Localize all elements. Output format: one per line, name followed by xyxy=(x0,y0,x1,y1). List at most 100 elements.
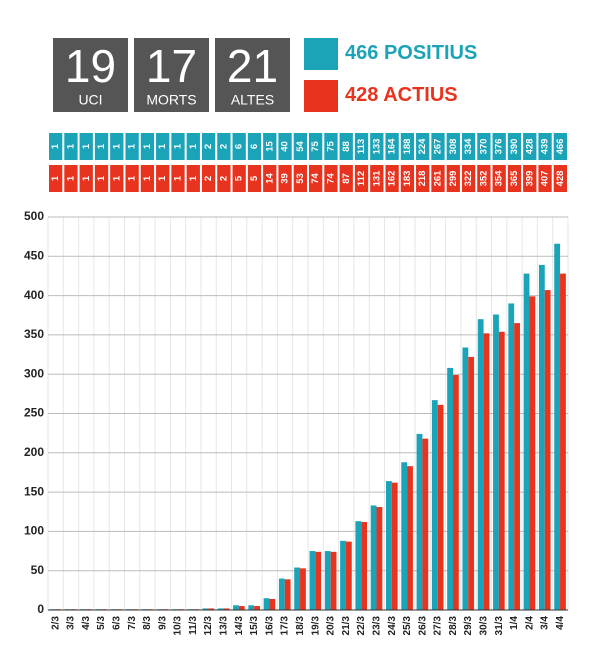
value-label: 1 xyxy=(142,143,153,149)
legend-swatch xyxy=(304,80,338,112)
value-label: 261 xyxy=(433,170,444,187)
value-cell xyxy=(385,165,399,192)
value-cell xyxy=(523,133,537,160)
value-cell xyxy=(64,133,78,160)
bar xyxy=(498,331,505,610)
value-label: 267 xyxy=(433,139,444,155)
bar xyxy=(315,551,322,610)
value-cell xyxy=(94,165,109,192)
y-tick-label: 500 xyxy=(24,209,44,223)
value-cell xyxy=(64,165,78,192)
bar xyxy=(300,568,306,610)
value-cell xyxy=(477,133,491,160)
x-tick-label: 23/3 xyxy=(371,616,382,636)
value-cell xyxy=(247,133,262,160)
x-tick-label: 1/4 xyxy=(509,616,520,630)
x-tick-label: 2/4 xyxy=(524,616,535,630)
x-tick-label: 3/3 xyxy=(66,616,77,630)
y-tick-label: 100 xyxy=(24,524,44,538)
value-label: 1 xyxy=(111,175,122,181)
legend-count: 428 xyxy=(345,84,378,106)
y-tick-label: 450 xyxy=(24,248,44,262)
value-cell xyxy=(309,165,323,192)
value-label: 1 xyxy=(157,175,168,181)
value-label: 322 xyxy=(463,171,474,187)
value-cell xyxy=(354,165,369,192)
value-label: 218 xyxy=(417,171,428,187)
value-label: 113 xyxy=(356,139,367,154)
x-tick-label: 16/3 xyxy=(264,616,275,636)
value-cell xyxy=(492,133,506,160)
value-cell xyxy=(49,165,63,192)
x-tick-label: 9/3 xyxy=(157,616,168,630)
value-cell xyxy=(263,165,277,192)
value-label: 1 xyxy=(127,175,138,181)
value-label: 439 xyxy=(540,139,551,155)
value-cell xyxy=(79,165,93,192)
value-cell xyxy=(232,165,246,192)
value-label: 2 xyxy=(218,144,229,149)
value-label: 39 xyxy=(280,173,291,184)
bar xyxy=(233,605,239,610)
value-cell xyxy=(293,165,307,192)
x-tick-label: 31/3 xyxy=(494,616,505,636)
value-cell xyxy=(324,133,338,160)
bar xyxy=(493,314,499,610)
x-tick-label: 7/3 xyxy=(127,616,138,630)
value-cell xyxy=(94,133,109,160)
value-cell xyxy=(553,165,567,192)
legend-label: 428 ACTIUS xyxy=(345,84,458,106)
x-tick-label: 10/3 xyxy=(173,616,184,636)
bar xyxy=(523,273,530,610)
value-cell xyxy=(293,133,307,160)
value-cell xyxy=(431,165,445,192)
value-label: 75 xyxy=(310,141,321,152)
value-cell xyxy=(538,165,552,192)
value-label: 334 xyxy=(463,138,474,155)
value-cell xyxy=(125,133,139,160)
bar xyxy=(468,356,475,610)
value-label: 352 xyxy=(478,171,489,187)
stat-box xyxy=(134,38,209,112)
bar xyxy=(223,608,230,610)
value-cell xyxy=(110,133,124,160)
bar xyxy=(248,605,255,610)
value-label: 6 xyxy=(249,144,260,149)
y-tick-label: 200 xyxy=(24,445,44,459)
bar xyxy=(376,507,383,610)
bar xyxy=(361,521,368,610)
value-cell xyxy=(201,165,216,192)
value-label: 466 xyxy=(555,139,566,155)
value-cell xyxy=(324,165,338,192)
bar xyxy=(407,466,413,610)
value-cell xyxy=(232,133,246,160)
bar xyxy=(278,578,285,610)
value-label: 1 xyxy=(188,175,199,181)
value-cell xyxy=(278,133,292,160)
bar xyxy=(529,296,536,610)
value-label: 1 xyxy=(65,143,76,149)
value-cell xyxy=(507,133,522,160)
value-label: 6 xyxy=(234,144,245,149)
y-tick-label: 400 xyxy=(24,288,44,302)
value-cell xyxy=(217,133,231,160)
value-cell xyxy=(171,165,185,192)
bar xyxy=(554,243,561,610)
bar xyxy=(294,567,301,610)
value-cell xyxy=(217,165,231,192)
value-label: 1 xyxy=(65,175,76,181)
x-tick-label: 21/3 xyxy=(341,616,352,636)
value-label: 53 xyxy=(295,173,306,184)
value-cell xyxy=(140,165,155,192)
legend-count: 466 xyxy=(345,42,378,64)
bar xyxy=(208,608,215,610)
value-label: 164 xyxy=(387,138,398,155)
value-label: 1 xyxy=(50,175,61,181)
bar xyxy=(309,551,316,610)
value-label: 112 xyxy=(356,171,367,186)
value-label: 15 xyxy=(264,141,275,152)
value-label: 1 xyxy=(81,175,92,181)
bar xyxy=(452,374,459,610)
bar xyxy=(284,579,291,610)
